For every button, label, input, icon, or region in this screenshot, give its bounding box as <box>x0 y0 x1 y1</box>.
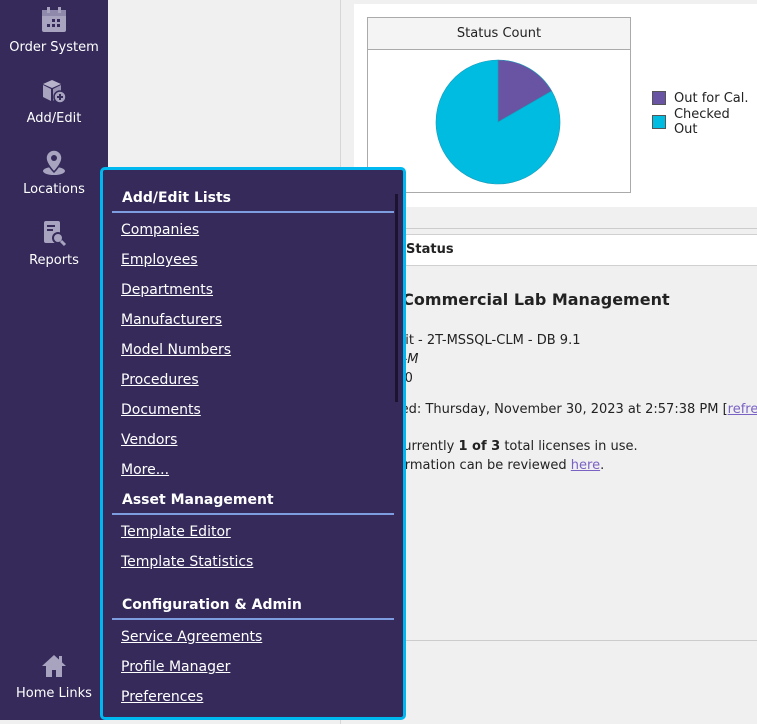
nav-add-edit[interactable]: Add/Edit <box>0 77 108 126</box>
nav-order-system[interactable]: Order System <box>0 6 108 55</box>
product-title: ft Commercial Lab Management <box>384 290 670 309</box>
menu-item-manufacturers[interactable]: Manufacturers <box>121 312 223 328</box>
here-link[interactable]: here <box>570 458 601 473</box>
nav-home-links[interactable]: Home Links <box>0 652 108 701</box>
sidebar: Order System Add/Edit Locations Reports … <box>0 0 108 720</box>
calendar-icon <box>42 7 66 32</box>
legend-swatch <box>652 115 666 129</box>
legend-label: Out for Cal. <box>674 90 749 106</box>
refresh-link[interactable]: refre <box>727 402 757 417</box>
menu-item-template-statistics[interactable]: Template Statistics <box>121 554 254 570</box>
nav-label: Add/Edit <box>26 111 82 126</box>
pie-slice-out-for-cal- <box>497 59 553 123</box>
menu-item-departments[interactable]: Departments <box>121 282 214 298</box>
menu-item-service-agreements[interactable]: Service Agreements <box>121 629 263 645</box>
license-line: e currently 1 of 3 total licenses in use… <box>384 439 757 458</box>
nav-label: Locations <box>23 182 85 197</box>
license-count: 1 of 3 <box>458 439 501 454</box>
nav-reports[interactable]: Reports <box>0 219 108 268</box>
chart-legend: Out for Cal. Checked Out <box>652 86 757 137</box>
menu-item-more[interactable]: More... <box>121 462 170 478</box>
menu-item-profile-manager[interactable]: Profile Manager <box>121 659 231 675</box>
legend-swatch <box>652 91 666 105</box>
chart-title: Status Count <box>368 18 630 50</box>
nav-label: Order System <box>9 40 99 55</box>
menu-item-model-numbers[interactable]: Model Numbers <box>121 342 232 358</box>
menu-item-companies[interactable]: Companies <box>121 222 200 238</box>
menu-item-procedures[interactable]: Procedures <box>121 372 199 388</box>
updated-line: lated: Thursday, November 30, 2023 at 2:… <box>384 402 757 421</box>
pie-slice-checked-out <box>435 59 561 185</box>
nav-label: Reports <box>29 253 79 268</box>
pie-chart <box>435 59 561 185</box>
nav-label: Home Links <box>16 686 92 701</box>
menu-item-preferences[interactable]: Preferences <box>121 689 204 705</box>
legend-label: Checked Out <box>673 107 730 137</box>
info-text: nformation can be reviewed <box>384 458 571 473</box>
add-edit-dropdown-menu: Add/Edit Lists Companies Employees Depar… <box>100 167 406 720</box>
status-count-chart: Status Count <box>367 17 631 193</box>
legend-item: Out for Cal. <box>652 86 757 110</box>
status-line: 1.60 <box>384 371 757 390</box>
report-search-icon <box>44 221 67 247</box>
status-line: NA-M <box>384 352 757 371</box>
status-content: ft Commercial Lab Management 4-bit - 2T-… <box>384 290 757 477</box>
menu-item-template-editor[interactable]: Template Editor <box>121 524 231 540</box>
menu-section-header: Configuration & Admin <box>112 590 394 620</box>
home-icon <box>42 655 66 677</box>
info-text: . <box>600 458 605 473</box>
legend-item: Checked Out <box>652 107 757 137</box>
menu-item-employees[interactable]: Employees <box>121 252 198 268</box>
divider <box>340 640 757 641</box>
scrollbar[interactable] <box>395 194 398 402</box>
map-pin-icon <box>43 149 65 175</box>
menu-item-documents[interactable]: Documents <box>121 402 201 418</box>
info-line: nformation can be reviewed here. <box>384 458 757 477</box>
menu-section-header: Asset Management <box>112 485 394 515</box>
menu-item-vendors[interactable]: Vendors <box>121 432 178 448</box>
updated-text: lated: Thursday, November 30, 2023 at 2:… <box>384 402 728 417</box>
status-line: 4-bit - 2T-MSSQL-CLM - DB 9.1 <box>384 333 581 348</box>
box-add-icon <box>43 80 67 104</box>
divider <box>340 228 757 229</box>
menu-section-header: Add/Edit Lists <box>112 183 394 213</box>
license-text: total licenses in use. <box>500 439 638 454</box>
status-header: Status <box>340 234 757 266</box>
nav-locations[interactable]: Locations <box>0 148 108 197</box>
